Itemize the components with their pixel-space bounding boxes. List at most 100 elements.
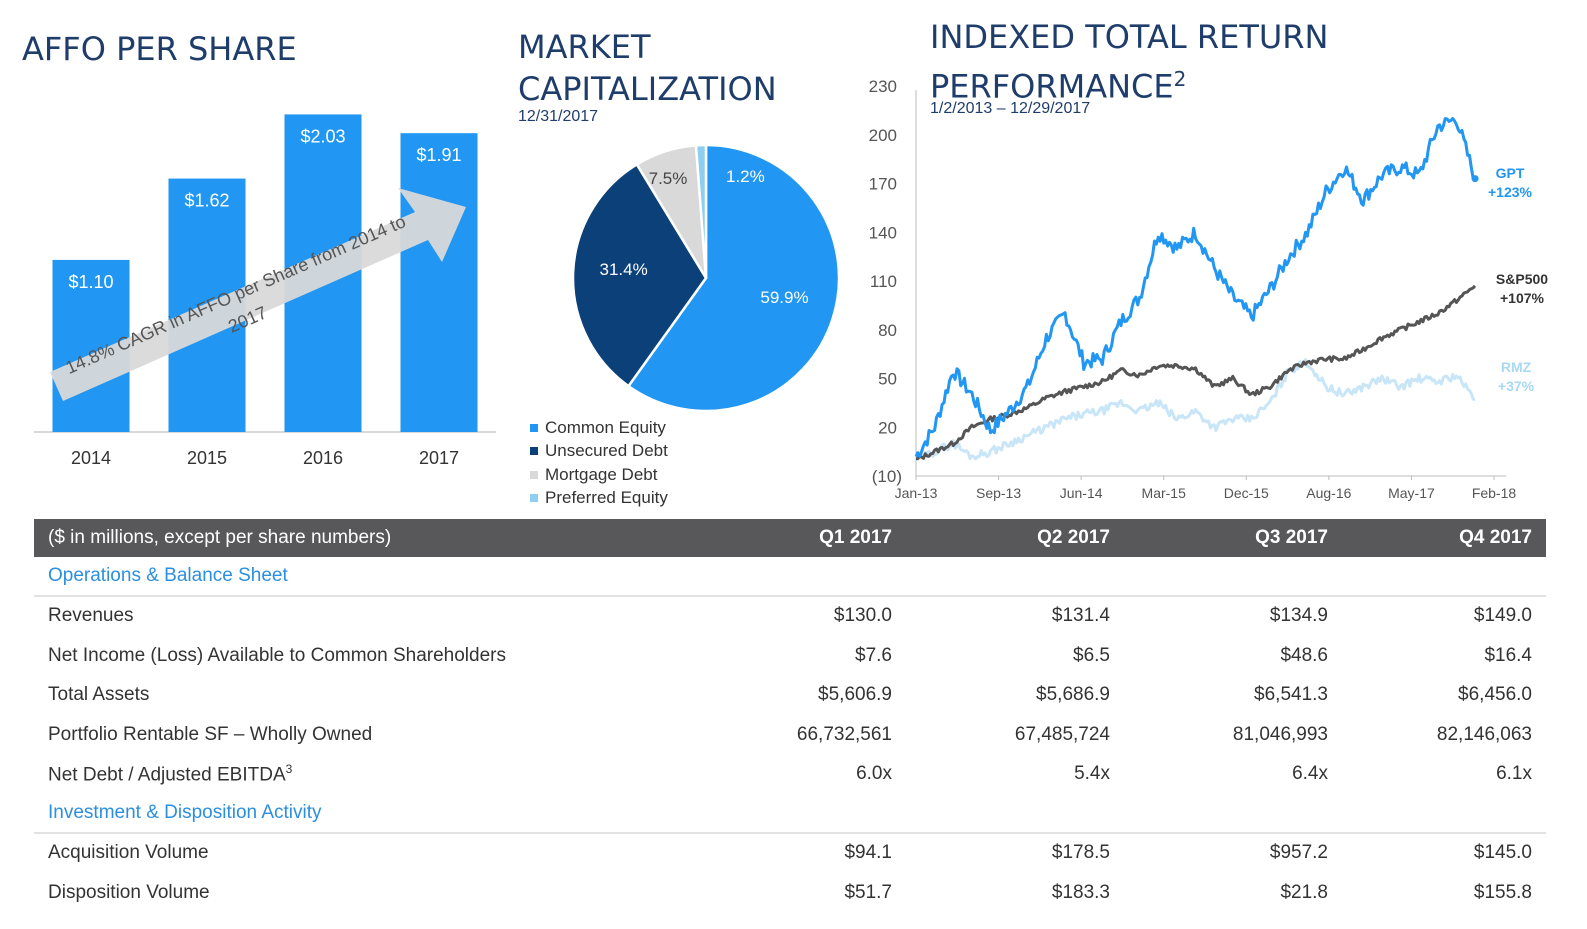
legend-swatch bbox=[530, 494, 538, 503]
legend-label: Mortgage Debt bbox=[545, 464, 658, 484]
section-label: Investment & Disposition Activity bbox=[48, 801, 322, 823]
row-q3: $957.2 bbox=[1269, 842, 1328, 864]
y-tick-label: 50 bbox=[878, 370, 897, 389]
pie-slice-unsecured-debt bbox=[571, 162, 708, 388]
itr-line-chart: (10) 20 50 80 110 140 170 200 230 Jan-13 Sep-13 Jun… bbox=[869, 77, 1549, 501]
series-end-name: S&P500 bbox=[1496, 271, 1548, 287]
pie-value-label: 1.2% bbox=[726, 167, 765, 186]
x-tick-label: Mar-15 bbox=[1142, 485, 1187, 501]
row-q4: $145.0 bbox=[1473, 842, 1532, 864]
row-q2: $183.3 bbox=[1051, 881, 1110, 903]
itr-date-range: 1/2/2013 – 12/29/2017 bbox=[930, 100, 1091, 117]
table-header: ($ in millions, except per share numbers… bbox=[34, 519, 1546, 557]
row-q3: $134.9 bbox=[1269, 605, 1328, 627]
itr-title: INDEXED TOTAL RETURN PERFORMANCE2 bbox=[930, 16, 1328, 108]
row-q2: 67,485,724 bbox=[1014, 723, 1110, 745]
x-tick-label: 2015 bbox=[187, 448, 227, 468]
series-line-sp500 bbox=[916, 284, 1477, 461]
row-q1: $51.7 bbox=[844, 881, 892, 903]
pie-legend: Common Equity Unsecured Debt Mortgage Debt… bbox=[530, 416, 668, 510]
cagr-arrow-shape bbox=[50, 188, 466, 401]
row-label: Acquisition Volume bbox=[48, 842, 209, 864]
row-q4: $6,456.0 bbox=[1458, 684, 1532, 706]
y-tick-label: 200 bbox=[869, 126, 897, 145]
legend-label: Common Equity bbox=[545, 417, 666, 437]
table-row: Total Assets $5,606.9 $5,686.9 $6,541.3 … bbox=[34, 676, 1546, 716]
row-q1: $5,606.9 bbox=[818, 684, 892, 706]
x-tick-label: 2014 bbox=[71, 448, 111, 468]
header-q1: Q1 2017 bbox=[819, 527, 892, 548]
legend-swatch bbox=[530, 423, 538, 432]
row-q2: $5,686.9 bbox=[1036, 684, 1110, 706]
series-line-rmz bbox=[914, 358, 1476, 462]
header-q4: Q4 2017 bbox=[1459, 527, 1532, 548]
row-q3: $6,541.3 bbox=[1254, 684, 1328, 706]
bar-value-label: $1.10 bbox=[68, 272, 113, 292]
row-q2: $131.4 bbox=[1051, 605, 1110, 627]
section-label: Operations & Balance Sheet bbox=[48, 564, 288, 586]
section-operations: Operations & Balance Sheet bbox=[34, 557, 1546, 597]
legend-swatch bbox=[530, 447, 538, 456]
bar-value-label: $1.91 bbox=[416, 145, 461, 165]
itr-title-line2: PERFORMANCE2 bbox=[930, 58, 1328, 108]
row-label: Total Assets bbox=[48, 684, 150, 706]
series-end-value: +37% bbox=[1498, 378, 1535, 394]
row-q1: 6.0x bbox=[856, 763, 892, 785]
row-q4: $16.4 bbox=[1484, 644, 1532, 666]
bar-2017 bbox=[400, 133, 478, 433]
row-q2: $6.5 bbox=[1073, 644, 1110, 666]
row-q4: $155.8 bbox=[1473, 881, 1532, 903]
bar-value-label: $2.03 bbox=[300, 126, 345, 146]
gpt-end-marker bbox=[1471, 175, 1479, 183]
row-q4: $149.0 bbox=[1473, 605, 1532, 627]
table-row: Portfolio Rentable SF – Wholly Owned 66,… bbox=[34, 715, 1546, 755]
pie-slice-common-equity bbox=[626, 143, 841, 413]
legend-label: Preferred Equity bbox=[545, 488, 668, 508]
series-end-name: RMZ bbox=[1501, 359, 1532, 375]
y-tick-label: 140 bbox=[869, 223, 897, 242]
row-label: Disposition Volume bbox=[48, 881, 210, 903]
header-q3: Q3 2017 bbox=[1255, 527, 1328, 548]
series-line-gpt bbox=[914, 117, 1476, 458]
pie-value-label: 7.5% bbox=[649, 169, 688, 188]
y-tick-label: 230 bbox=[869, 77, 897, 96]
legend-item: Preferred Equity bbox=[530, 487, 668, 511]
row-q2: $178.5 bbox=[1051, 842, 1110, 864]
row-q3: $48.6 bbox=[1280, 644, 1328, 666]
header-label: ($ in millions, except per share numbers… bbox=[48, 527, 392, 548]
row-q1: $94.1 bbox=[844, 842, 892, 864]
x-tick-label: Aug-16 bbox=[1306, 485, 1351, 501]
y-tick-label: 20 bbox=[878, 418, 897, 437]
pie-slice-preferred-equity bbox=[694, 143, 708, 279]
bar-value-label: $1.62 bbox=[184, 191, 229, 211]
y-tick-label: 110 bbox=[870, 272, 897, 291]
pie-value-label: 59.9% bbox=[760, 288, 808, 307]
market-cap-date: 12/31/2017 bbox=[518, 108, 599, 125]
affo-title: AFFO PER SHARE bbox=[22, 30, 297, 68]
market-cap-title: MARKET CAPITALIZATION bbox=[518, 26, 777, 110]
pie-value-label: 31.4% bbox=[599, 260, 647, 279]
legend-swatch bbox=[530, 470, 538, 479]
table-row: Disposition Volume $51.7 $183.3 $21.8 $1… bbox=[34, 873, 1546, 913]
legend-item: Mortgage Debt bbox=[530, 463, 668, 487]
row-label: Revenues bbox=[48, 605, 134, 627]
row-q3: 6.4x bbox=[1292, 763, 1328, 785]
header-q2: Q2 2017 bbox=[1037, 527, 1110, 548]
table-row: Revenues $130.0 $131.4 $134.9 $149.0 bbox=[34, 597, 1546, 637]
market-cap-pie-chart: 59.9% 31.4% 7.5% 1.2% bbox=[571, 143, 841, 413]
market-cap-title-line2: CAPITALIZATION bbox=[518, 70, 777, 108]
row-q4: 6.1x bbox=[1496, 763, 1532, 785]
x-tick-label: May-17 bbox=[1388, 485, 1435, 501]
legend-item: Common Equity bbox=[530, 416, 668, 440]
itr-title-line1: INDEXED TOTAL RETURN bbox=[930, 18, 1329, 56]
row-label: Net Income (Loss) Available to Common Sh… bbox=[48, 644, 506, 666]
row-q4: 82,146,063 bbox=[1436, 723, 1532, 745]
series-end-name: GPT bbox=[1496, 165, 1525, 181]
financial-table: ($ in millions, except per share numbers… bbox=[34, 519, 1546, 913]
row-label: Net Debt / Adjusted EBITDA3 bbox=[34, 762, 674, 786]
legend-item: Unsecured Debt bbox=[530, 440, 668, 464]
x-tick-label: Sep-13 bbox=[976, 485, 1021, 501]
itr-title-sup: 2 bbox=[1173, 67, 1187, 91]
series-end-value: +123% bbox=[1488, 184, 1533, 200]
